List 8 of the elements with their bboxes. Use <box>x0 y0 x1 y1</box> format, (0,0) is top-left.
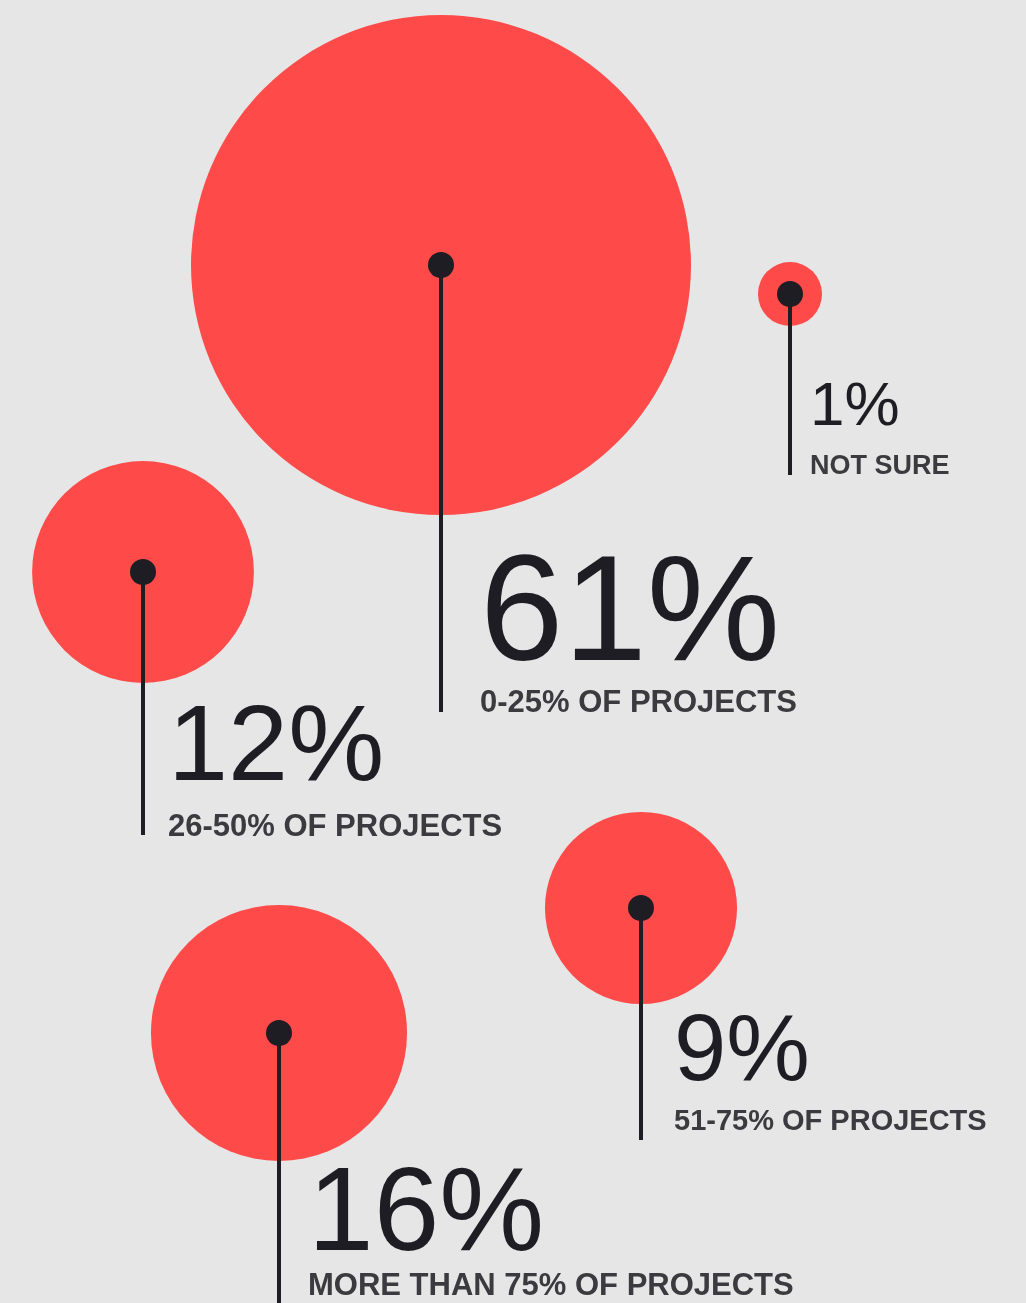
category-label: 51-75% OF PROJECTS <box>674 1104 987 1136</box>
data-label: 9% <box>674 995 810 1100</box>
category-label: NOT SURE <box>810 450 950 480</box>
category-label: 26-50% OF PROJECTS <box>168 808 503 843</box>
data-label: 12% <box>168 682 385 803</box>
category-label: MORE THAN 75% OF PROJECTS <box>308 1267 794 1302</box>
category-label: 0-25% OF PROJECTS <box>480 684 797 719</box>
data-label: 1% <box>810 369 900 438</box>
